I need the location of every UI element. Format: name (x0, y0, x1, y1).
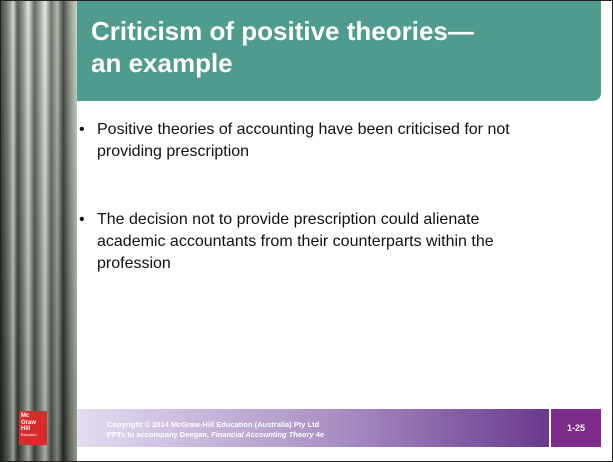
bullet-text: Positive theories of accounting have bee… (97, 121, 510, 160)
logo-text: Education (21, 433, 45, 438)
bullet-item: •The decision not to provide prescriptio… (97, 209, 547, 275)
copyright: Copyright © 2014 McGraw-Hill Education (… (107, 420, 319, 429)
logo: Mc Graw Hill Education (19, 411, 47, 445)
page-number: 1-25 (551, 409, 601, 447)
title-line: Criticism of positive theories— (91, 15, 474, 47)
bullet-item: •Positive theories of accounting have be… (97, 119, 547, 163)
bullet-text: The decision not to provide prescription… (97, 211, 494, 272)
title-line: an example (91, 47, 474, 79)
book-title: Financial Accounting Theory (211, 430, 314, 439)
page: Criticism of positive theories— an examp… (0, 0, 613, 462)
ppt-credit: PPTs to accompany Deegan, Financial Acco… (107, 430, 324, 439)
page-number-text: 1-25 (567, 423, 585, 433)
side-photo (1, 1, 77, 461)
title: Criticism of positive theories— an examp… (91, 15, 474, 79)
footer-bar: Copyright © 2014 McGraw-Hill Education (… (77, 409, 549, 447)
ppt-suffix: 4e (314, 430, 324, 439)
slide: Criticism of positive theories— an examp… (0, 0, 613, 462)
ppt-prefix: PPTs to accompany Deegan, (107, 430, 211, 439)
title-bar: Criticism of positive theories— an examp… (77, 1, 601, 101)
